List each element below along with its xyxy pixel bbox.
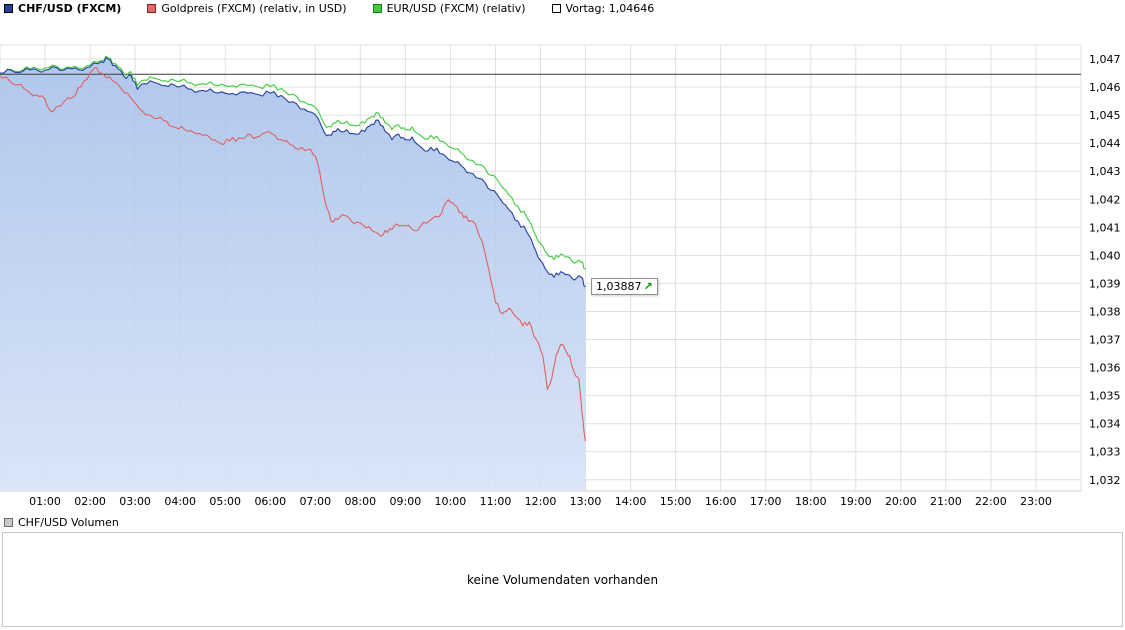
y-tick-label: 1,042 [1089, 193, 1121, 206]
legend-label-chfusd: CHF/USD (FXCM) [18, 2, 122, 15]
vortag-swatch-icon [551, 4, 561, 13]
x-tick-label: 16:00 [705, 495, 737, 508]
series-line-gold [0, 67, 587, 442]
y-tick-label: 1,033 [1089, 446, 1121, 459]
y-tick-label: 1,038 [1089, 306, 1121, 319]
chfusd-area-fill [0, 57, 586, 492]
y-tick-label: 1,041 [1089, 221, 1121, 234]
y-tick-label: 1,036 [1089, 362, 1121, 375]
volume-panel: keine Volumendaten vorhanden [2, 532, 1123, 627]
legend-label-vortag: Vortag: 1,04646 [565, 2, 655, 15]
price-chart[interactable]: 01:00 02:00 03:00 04:00 05:00 06:00 07:00 08:00… [0, 15, 1125, 512]
y-tick-label: 1,045 [1089, 109, 1121, 122]
y-tick-label: 1,040 [1089, 249, 1121, 262]
no-volume-message: keine Volumendaten vorhanden [466, 572, 659, 587]
x-tick-label: 02:00 [74, 495, 106, 508]
series-line-chfusd [0, 57, 586, 288]
x-tick-label: 20:00 [885, 495, 917, 508]
gold-swatch-icon [147, 4, 157, 13]
volume-swatch-icon [4, 518, 13, 527]
y-tick-label: 1,046 [1089, 81, 1121, 94]
y-tick-label: 1,043 [1089, 165, 1121, 178]
x-tick-label: 04:00 [164, 495, 196, 508]
series-line-eurusd [0, 55, 586, 270]
x-tick-label: 13:00 [570, 495, 602, 508]
up-arrow-icon: ↗ [643, 280, 653, 293]
eurusd-swatch-icon [372, 4, 382, 13]
y-tick-label: 1,034 [1089, 418, 1121, 431]
x-tick-label: 22:00 [975, 495, 1007, 508]
legend-label-gold: Goldpreis (FXCM) (relativ, in USD) [161, 2, 347, 15]
x-tick-label: 06:00 [254, 495, 286, 508]
x-tick-label: 11:00 [480, 495, 512, 508]
y-tick-label: 1,047 [1089, 53, 1121, 66]
x-tick-label: 12:00 [525, 495, 557, 508]
volume-legend: CHF/USD Volumen [0, 514, 1125, 529]
x-tick-label: 09:00 [390, 495, 422, 508]
legend-label-eurusd: EUR/USD (FXCM) (relativ) [386, 2, 526, 15]
x-tick-label: 03:00 [119, 495, 151, 508]
volume-legend-label: CHF/USD Volumen [18, 516, 119, 529]
legend-item-vortag[interactable]: Vortag: 1,04646 [551, 2, 655, 15]
x-tick-label: 10:00 [435, 495, 467, 508]
x-tick-label: 17:00 [750, 495, 782, 508]
x-tick-label: 05:00 [209, 495, 241, 508]
last-price-value: 1,03887 [596, 280, 642, 293]
chfusd-swatch-icon [4, 4, 13, 13]
legend-item-gold[interactable]: Goldpreis (FXCM) (relativ, in USD) [147, 2, 347, 15]
x-tick-label: 19:00 [840, 495, 872, 508]
chart-legend: CHF/USD (FXCM) Goldpreis (FXCM) (relativ… [0, 0, 1125, 15]
last-price-label: 1,03887 ↗ [591, 278, 658, 295]
legend-item-chfusd[interactable]: CHF/USD (FXCM) [4, 2, 121, 15]
legend-item-eurusd[interactable]: EUR/USD (FXCM) (relativ) [372, 2, 526, 15]
x-tick-label: 23:00 [1020, 495, 1052, 508]
x-tick-label: 18:00 [795, 495, 827, 508]
y-tick-label: 1,032 [1089, 474, 1121, 487]
y-tick-label: 1,039 [1089, 277, 1121, 290]
legend-item-volume: CHF/USD Volumen [4, 516, 119, 529]
chart-canvas[interactable]: 01:00 02:00 03:00 04:00 05:00 06:00 07:00 08:00… [0, 15, 1125, 512]
y-tick-label: 1,044 [1089, 137, 1121, 150]
x-tick-label: 08:00 [344, 495, 376, 508]
x-tick-label: 14:00 [615, 495, 647, 508]
y-tick-label: 1,035 [1089, 390, 1121, 403]
x-tick-label: 01:00 [29, 495, 61, 508]
x-tick-label: 15:00 [660, 495, 692, 508]
x-tick-label: 21:00 [930, 495, 962, 508]
y-tick-label: 1,037 [1089, 334, 1121, 347]
x-tick-label: 07:00 [299, 495, 331, 508]
